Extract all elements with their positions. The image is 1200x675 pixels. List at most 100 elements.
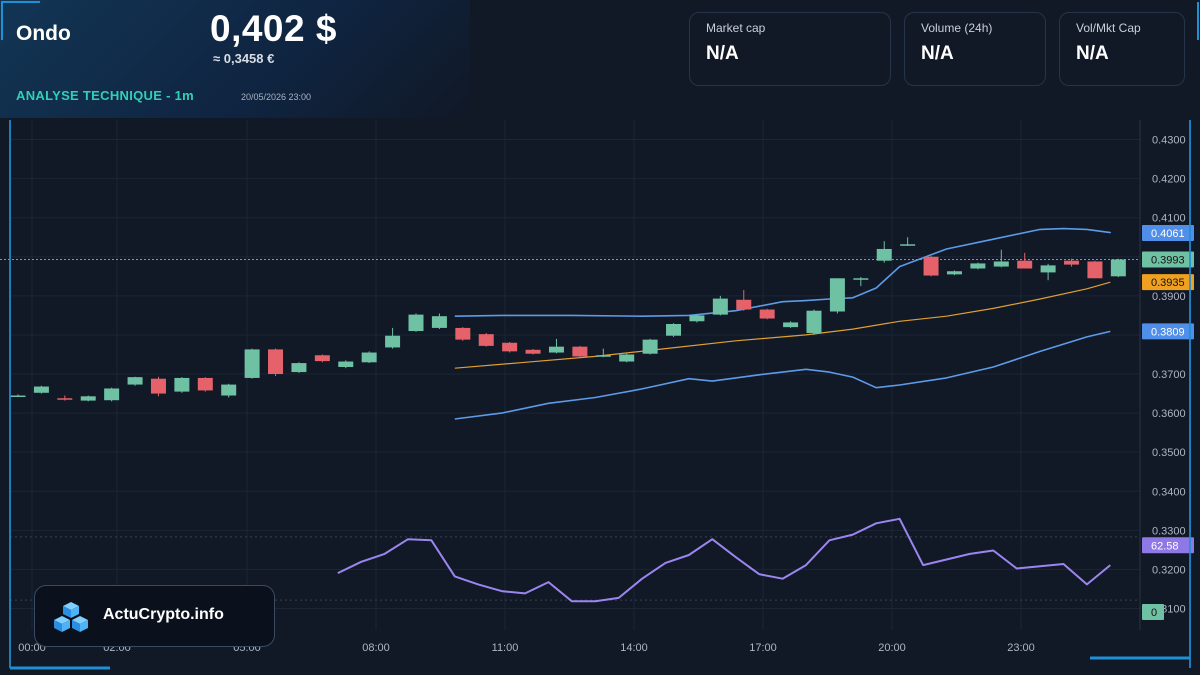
candle-body [291, 363, 307, 373]
cube-logo-icon [54, 602, 88, 632]
candle [900, 237, 916, 246]
y-tick-label: 0.3700 [1152, 369, 1186, 381]
candle [993, 249, 1009, 268]
brand-badge: ActuCrypto.info [34, 585, 275, 647]
rsi-value-label: 62.58 [1151, 540, 1179, 552]
candle [455, 327, 471, 341]
candle-body [642, 339, 658, 354]
y-tick-label: 0.3400 [1152, 486, 1186, 498]
candle [829, 278, 845, 314]
candle-body [689, 315, 705, 322]
candle [712, 295, 728, 316]
brand-name: ActuCrypto.info [103, 606, 224, 623]
candle-body [408, 314, 424, 332]
candle [642, 338, 658, 355]
candle [338, 360, 354, 369]
candle-body [548, 346, 564, 353]
candle-body [876, 248, 892, 261]
x-tick-label: 20:00 [878, 642, 906, 654]
candle [10, 394, 26, 398]
candle [783, 321, 799, 328]
upper-band-label: 0.4061 [1151, 228, 1185, 240]
candle-body [150, 378, 166, 394]
stat-value-volume: N/A [921, 43, 954, 64]
candle [385, 327, 401, 349]
y-tick-label: 0.3200 [1152, 564, 1186, 576]
candle-body [10, 395, 26, 398]
candle-body [127, 377, 143, 385]
candle-body [736, 299, 752, 310]
zero-label-bg [1142, 604, 1164, 620]
candle-body [712, 298, 728, 315]
candle-body [104, 388, 120, 401]
candle [595, 348, 611, 358]
candle-body [923, 256, 939, 276]
candle-body [174, 377, 190, 392]
candle [408, 313, 424, 332]
stat-title-market-cap: Market cap [706, 21, 766, 35]
stat-title-volume: Volume (24h) [921, 21, 993, 35]
timestamp: 20/05/2026 23:00 [241, 92, 312, 102]
ma-label-bg [1142, 274, 1194, 291]
candle-body [314, 355, 330, 362]
candle-body [80, 396, 96, 401]
price-usd: 0,402 $ [210, 8, 337, 49]
bollinger-lower-line [454, 330, 1111, 420]
x-tick-label: 14:00 [620, 642, 648, 654]
analysis-label: ANALYSE TECHNIQUE - 1m [16, 88, 195, 103]
candle [736, 290, 752, 311]
candle-body [268, 349, 284, 375]
stat-card-vol-mkt-cap: Vol/Mkt Cap N/A [1059, 12, 1185, 86]
candle [1064, 258, 1080, 267]
candle-body [338, 361, 354, 367]
candle-body [1040, 265, 1056, 273]
rsi-value-label-bg [1142, 537, 1194, 554]
stat-value-market-cap: N/A [706, 43, 739, 64]
candle-body [829, 278, 845, 312]
candle [759, 308, 775, 320]
candle [970, 262, 986, 270]
y-tick-label: 0.4200 [1152, 174, 1186, 186]
candle-body [525, 349, 541, 354]
candle-body [385, 335, 401, 348]
candle-body [57, 398, 73, 400]
candle [221, 383, 237, 398]
x-tick-label: 11:00 [492, 642, 519, 654]
candle-body [970, 263, 986, 269]
x-tick-label: 17:00 [749, 642, 777, 654]
x-tick-label: 08:00 [362, 642, 390, 654]
candle-body [572, 346, 588, 357]
candle-body [478, 334, 494, 346]
candle-body [502, 342, 518, 352]
candle [1087, 260, 1103, 279]
candle [314, 354, 330, 363]
candle [666, 323, 682, 337]
upper-band-label-bg [1142, 224, 1194, 241]
candle [197, 377, 213, 392]
lower-band-label: 0.3809 [1151, 326, 1185, 338]
candle [104, 387, 120, 402]
candle-body [431, 316, 447, 328]
current-price-label-bg [1142, 251, 1194, 268]
candle [806, 309, 822, 335]
candle [1040, 263, 1056, 281]
price-eur: ≈ 0,3458 € [213, 51, 275, 66]
header-panel: Ondo 0,402 $ ≈ 0,3458 € ANALYSE TECHNIQU… [0, 0, 470, 118]
candle [853, 277, 869, 287]
candle [33, 385, 49, 394]
candle [548, 338, 564, 354]
candle-body [595, 355, 611, 357]
candle-body [455, 327, 471, 340]
moving-average-line [454, 281, 1111, 369]
rsi-line [337, 517, 1111, 603]
candle-body [946, 271, 962, 275]
y-tick-label: 0.4100 [1152, 213, 1186, 225]
candle-body [783, 322, 799, 328]
y-tick-label: 0.3900 [1152, 291, 1186, 303]
coin-name: Ondo [16, 22, 71, 45]
y-tick-label: 0.3500 [1152, 447, 1186, 459]
candle-body [1017, 260, 1033, 269]
candle [150, 376, 166, 397]
candle [689, 314, 705, 323]
